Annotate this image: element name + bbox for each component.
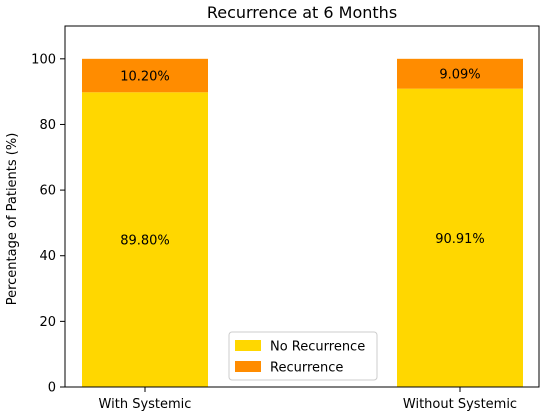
data-label: 90.91% (435, 232, 485, 247)
y-tick-label: 40 (39, 249, 56, 264)
y-axis-label: Percentage of Patients (%) (5, 133, 20, 306)
legend: No Recurrence Recurrence (228, 331, 378, 381)
y-tick-label: 80 (39, 118, 56, 133)
y-tick-label: 60 (39, 184, 56, 199)
y-ticks-group: 0 20 40 60 80 100 (31, 52, 65, 396)
data-label: 10.20% (120, 70, 170, 85)
legend-box (228, 331, 378, 381)
x-ticks-group: With Systemic Without Systemic (99, 387, 517, 412)
legend-swatch (235, 340, 261, 351)
bars-group: 89.80% 10.20% 90.91% 9.09% (82, 58, 523, 388)
data-label: 9.09% (439, 68, 480, 83)
y-tick-label: 100 (31, 52, 56, 67)
legend-label: Recurrence (270, 361, 343, 376)
bar-no-recurrence-0 (82, 92, 208, 387)
y-tick-label: 0 (48, 381, 56, 396)
data-label: 89.80% (120, 234, 170, 249)
bar-recurrence-0 (82, 58, 208, 93)
x-tick-label: With Systemic (99, 397, 192, 412)
y-tick-label: 20 (39, 315, 56, 330)
legend-label: No Recurrence (270, 340, 365, 355)
bar-recurrence-1 (397, 58, 523, 89)
bar-no-recurrence-1 (397, 88, 523, 388)
x-tick-label: Without Systemic (403, 397, 517, 412)
legend-swatch (235, 361, 261, 372)
plot-frame (64, 25, 540, 388)
chart-title: Recurrence at 6 Months (207, 3, 397, 22)
